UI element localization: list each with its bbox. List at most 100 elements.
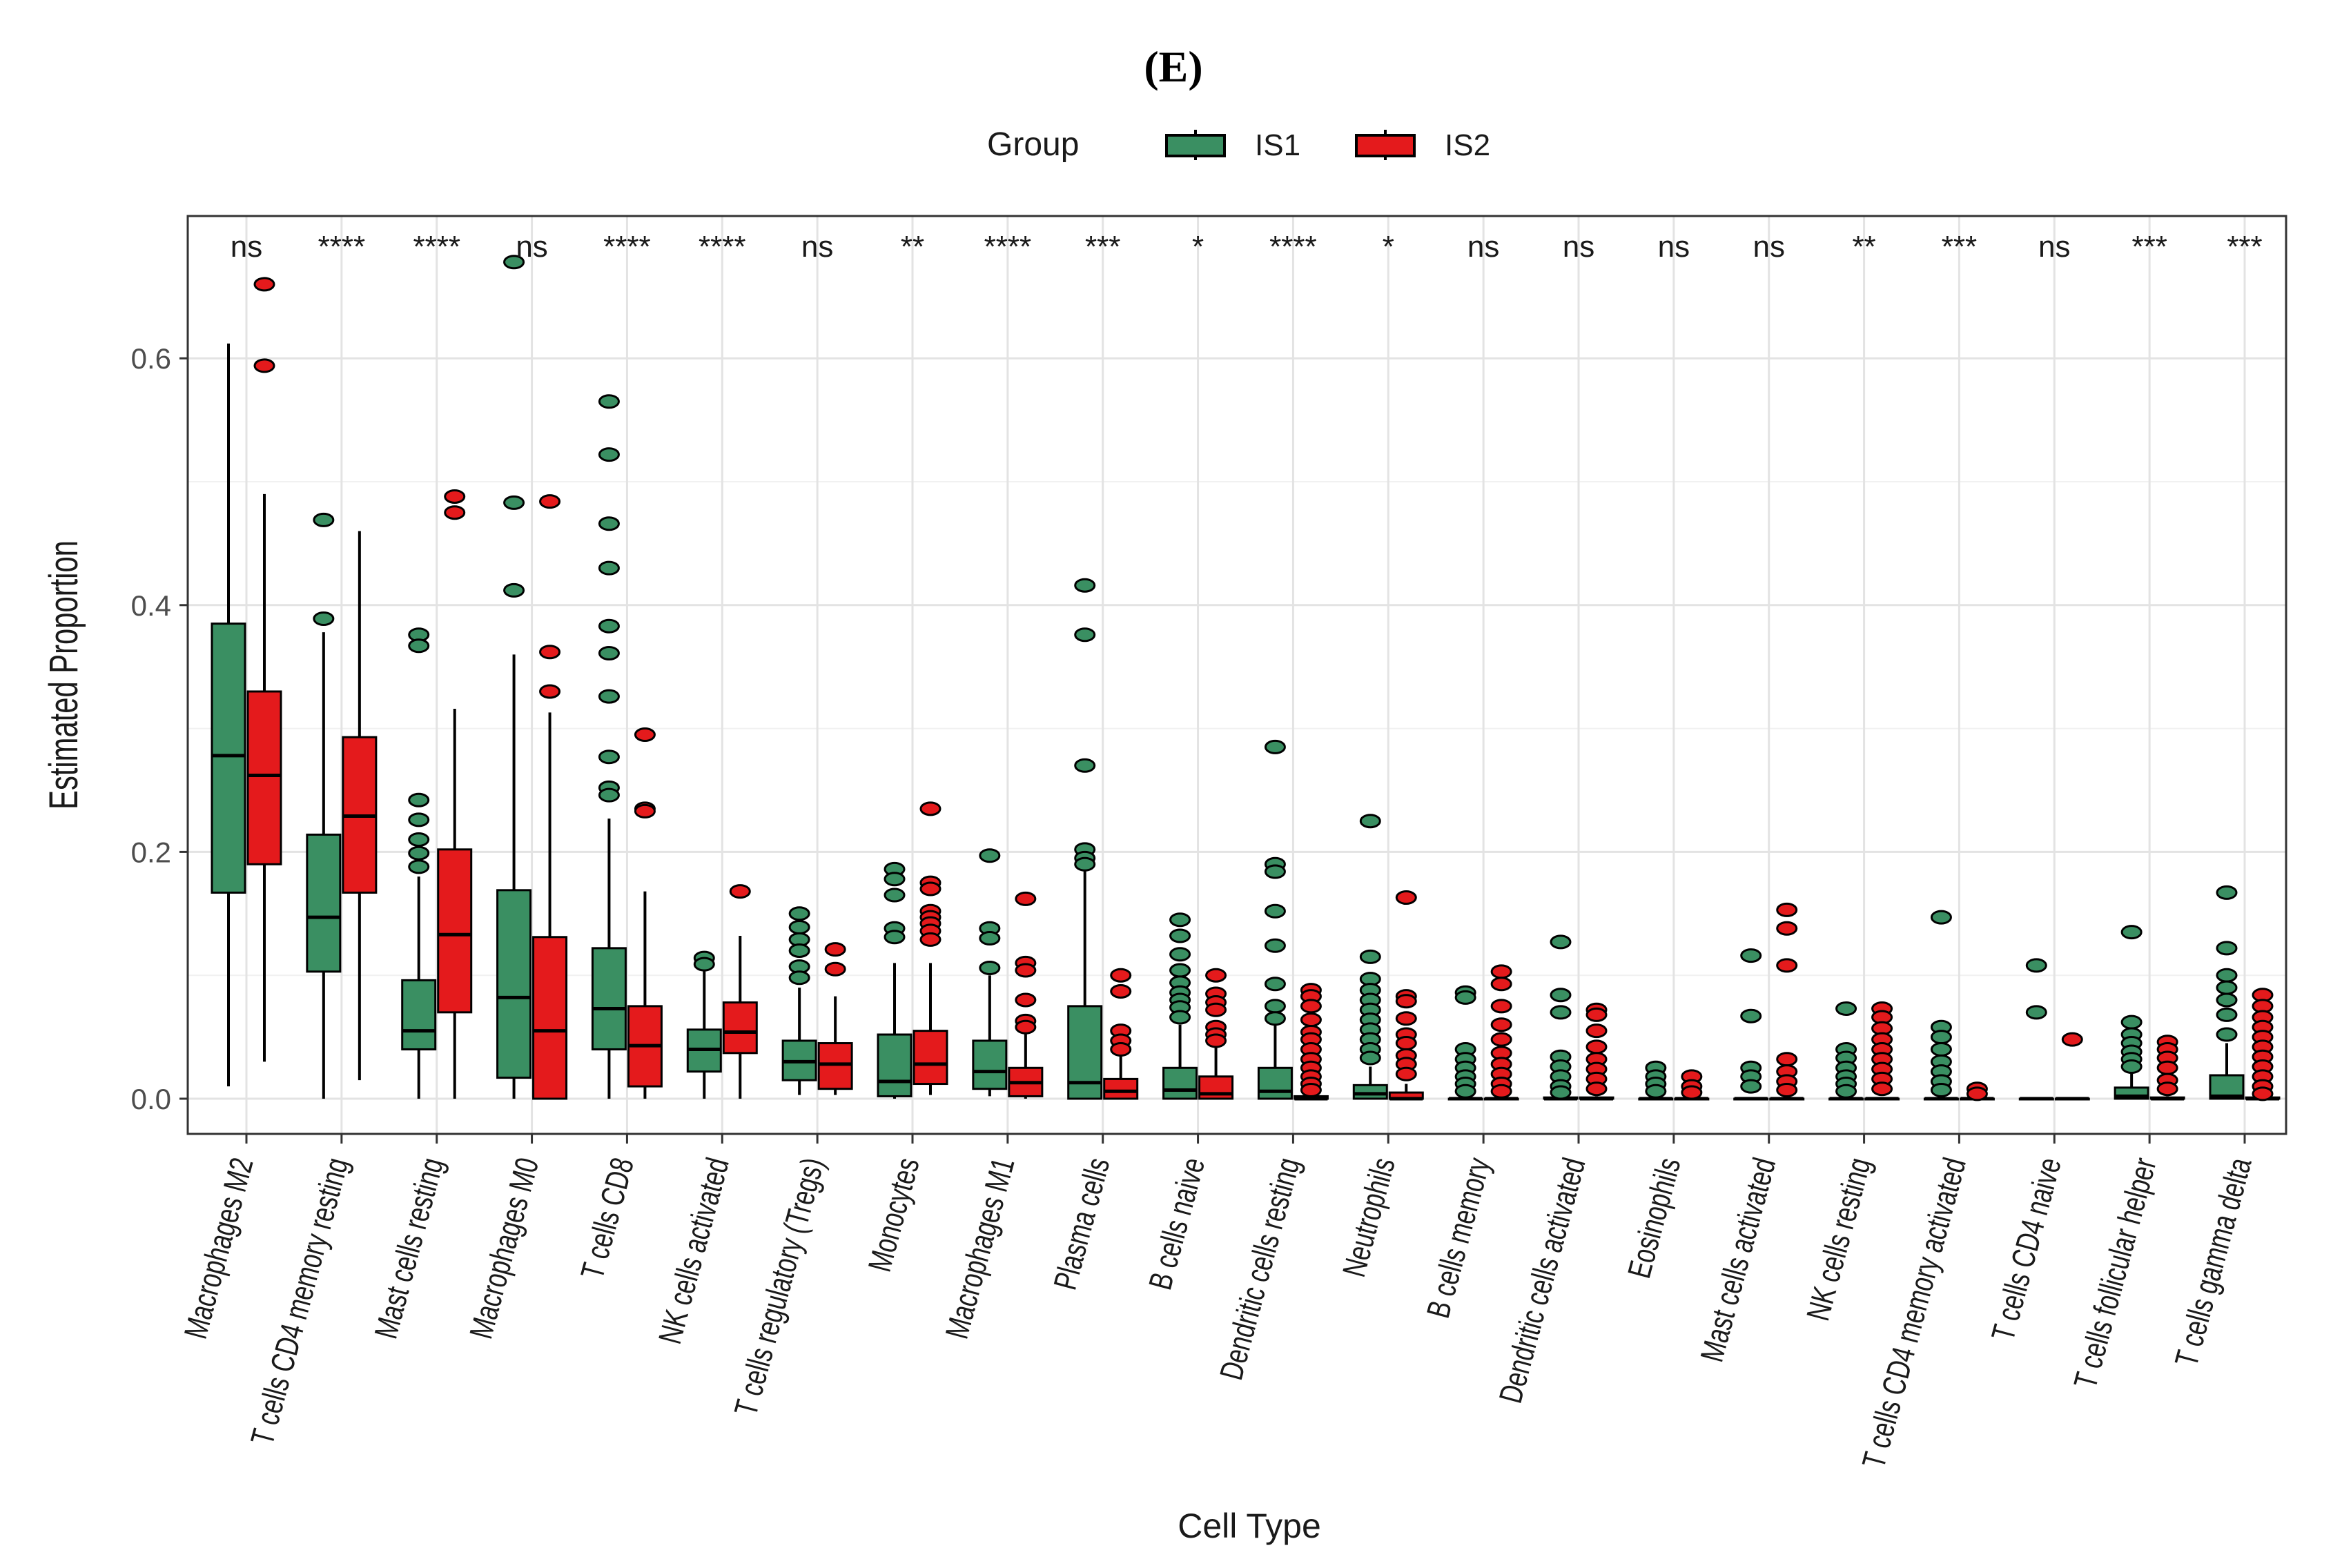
outlier-point (1015, 992, 1037, 1008)
outlier-point (598, 394, 620, 409)
x-tick-label: Macrophages M2 (177, 1154, 260, 1342)
outlier-point (598, 618, 620, 634)
box-iqr (246, 690, 282, 865)
significance-label: ns (516, 230, 547, 264)
significance-label: ** (1852, 230, 1875, 264)
box-is2 (1483, 964, 1519, 1101)
box-is2 (532, 494, 568, 1100)
outlier-point (1585, 1081, 1608, 1097)
box-iqr (1352, 1084, 1388, 1100)
x-tick-label: Neutrophils (1336, 1154, 1402, 1280)
outlier-point (979, 931, 1001, 946)
outlier-point (1454, 990, 1476, 1005)
outlier-point (919, 881, 941, 896)
outlier-point (1550, 988, 1572, 1003)
outlier-point (1205, 1033, 1227, 1048)
x-tick-label: Dendritic cells activated (1492, 1154, 1592, 1407)
outlier-point (1074, 627, 1096, 643)
box-is2 (246, 277, 282, 1062)
x-tick-label: Dendritic cells resting (1213, 1154, 1307, 1384)
outlier-point (539, 684, 561, 699)
outlier-point (1740, 1008, 1762, 1023)
outlier-point (539, 645, 561, 660)
box-is1 (1352, 814, 1388, 1100)
box-is1 (2209, 885, 2245, 1100)
significance-label: * (1192, 230, 1204, 264)
box-iqr (532, 936, 568, 1100)
y-tick-label: 0.2 (131, 836, 171, 868)
box-iqr (1162, 1066, 1198, 1100)
x-tick-label: T cells CD4 memory activated (1855, 1154, 1973, 1472)
box-iqr (211, 623, 246, 894)
x-tick-label: T cells regulatory (Tregs) (728, 1154, 831, 1420)
box-is2 (1388, 890, 1424, 1101)
outlier-point (1930, 1041, 1952, 1057)
outlier-point (2216, 992, 2238, 1008)
outlier-point (2061, 1032, 2083, 1047)
outlier-point (444, 489, 466, 504)
y-tick-label: 0.0 (131, 1083, 171, 1115)
box-is1 (1447, 985, 1483, 1101)
box-is2 (2245, 988, 2281, 1101)
legend-label-is1: IS1 (1255, 128, 1300, 162)
significance-label: ns (801, 230, 833, 264)
y-tick-label: 0.4 (131, 589, 171, 622)
outlier-point (1930, 1082, 1952, 1097)
box-is1 (2018, 958, 2054, 1101)
x-tick-label: NK cells activated (652, 1154, 736, 1347)
x-tick-label: Monocytes (861, 1154, 926, 1275)
x-tick-label: T cells CD4 memory resting (244, 1154, 355, 1449)
x-tick-label: B cells memory (1420, 1154, 1497, 1322)
x-tick-label: NK cells resting (1799, 1154, 1877, 1324)
significance-label: *** (2227, 230, 2262, 264)
outlier-point (1395, 994, 1417, 1009)
box-is1 (401, 627, 437, 1099)
outlier-point (503, 582, 525, 598)
outlier-point (824, 961, 846, 977)
box-iqr (913, 1030, 948, 1086)
box-is2 (1769, 902, 1805, 1101)
legend-label-is2: IS2 (1445, 128, 1490, 162)
outlier-point (253, 358, 275, 373)
significance-label: *** (1085, 230, 1120, 264)
box-is2 (342, 531, 378, 1081)
box-is1 (972, 848, 1008, 1097)
legend: Group IS1 IS2 (987, 126, 1490, 163)
outlier-point (1395, 890, 1417, 905)
outlier-point (1015, 891, 1037, 906)
outlier-point (1169, 1010, 1191, 1025)
outlier-point (2216, 885, 2238, 900)
outlier-point (1110, 1041, 1132, 1057)
outlier-point (1454, 1084, 1476, 1099)
outlier-point (1871, 1081, 1893, 1097)
outlier-point (2216, 980, 2238, 995)
plot-border (186, 215, 2287, 1135)
outlier-point (1740, 948, 1762, 963)
x-tick-label: Mast cells activated (1694, 1154, 1783, 1366)
outlier-point (1645, 1084, 1667, 1099)
box-is2 (1293, 983, 1329, 1101)
outlier-point (408, 832, 430, 847)
outlier-point (408, 845, 430, 861)
outlier-point (634, 803, 656, 819)
outlier-point (824, 942, 846, 957)
outlier-point (598, 646, 620, 661)
outlier-point (598, 447, 620, 462)
outlier-point (1490, 1017, 1512, 1032)
significance-label: **** (984, 230, 1032, 264)
box-iqr (972, 1039, 1008, 1090)
box-is2 (817, 942, 853, 1095)
outlier-point (1395, 1066, 1417, 1081)
box-is1 (591, 394, 627, 1099)
outlier-point (1300, 1082, 1322, 1097)
outlier-point (408, 859, 430, 874)
significance-label: **** (1269, 230, 1317, 264)
box-is1 (1828, 1001, 1864, 1101)
outlier-point (539, 494, 561, 509)
significance-label: ns (1753, 230, 1784, 264)
x-tick-label: Plasma cells (1047, 1154, 1117, 1293)
outlier-point (598, 787, 620, 803)
y-tick-label: 0.6 (131, 342, 171, 375)
outlier-point (1490, 1032, 1512, 1047)
box-is2 (913, 801, 948, 1095)
